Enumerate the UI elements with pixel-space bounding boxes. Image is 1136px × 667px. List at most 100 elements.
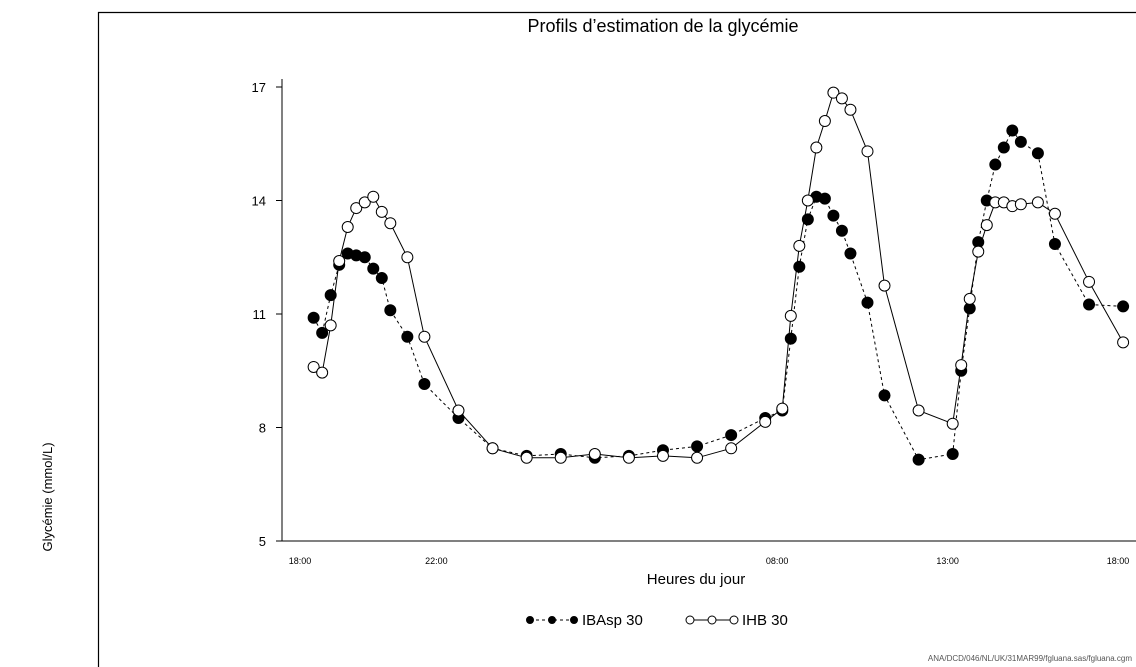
data-point (793, 260, 806, 273)
data-point (1083, 298, 1096, 311)
data-point (691, 451, 704, 464)
data-point (401, 330, 414, 343)
legend-marker (548, 616, 556, 624)
data-point (827, 209, 840, 222)
data-point (844, 247, 857, 260)
data-point (307, 360, 320, 373)
data-point (878, 279, 891, 292)
x-tick-label: 08:00 (766, 556, 789, 566)
data-point (725, 429, 738, 442)
data-point (818, 115, 831, 128)
data-point (554, 451, 567, 464)
data-point (384, 217, 397, 230)
data-point (324, 319, 337, 332)
data-point (989, 158, 1002, 171)
data-point (622, 451, 635, 464)
data-point (588, 447, 601, 460)
data-point (418, 377, 431, 390)
legend: IBAsp 30 IHB 30 (526, 612, 788, 629)
data-point (375, 205, 388, 218)
y-axis-label: Glycémie (mmol/L) (40, 442, 55, 551)
legend-item: IBAsp 30 (526, 612, 643, 629)
footnote: ANA/DCD/046/NL/UK/31MAR99/fgluana.sas/fg… (928, 654, 1132, 663)
x-axis-ticks: 18:00 22:00 08:00 13:00 18:00 (289, 556, 1130, 566)
data-point (784, 309, 797, 322)
data-point (912, 453, 925, 466)
series-ibasp-30 (307, 124, 1130, 466)
data-point (725, 442, 738, 455)
y-tick-label: 11 (253, 307, 267, 322)
y-axis-ticks: 5 8 11 14 17 (252, 80, 282, 549)
data-point (350, 202, 363, 215)
data-point (972, 245, 985, 258)
x-axis-label: Heures du jour (647, 571, 745, 588)
data-point (1031, 147, 1044, 160)
data-point (316, 326, 329, 339)
data-point (1048, 238, 1061, 251)
data-point (801, 194, 814, 207)
data-point (980, 219, 993, 232)
data-point (1014, 135, 1027, 148)
legend-marker (685, 615, 695, 625)
data-point (384, 304, 397, 317)
data-point (793, 239, 806, 252)
x-tick-label: 13:00 (936, 556, 959, 566)
legend-marker (729, 615, 739, 625)
data-point (358, 251, 371, 264)
data-point (316, 366, 329, 379)
data-point (861, 145, 874, 158)
series-layer (307, 86, 1130, 466)
data-point (946, 447, 959, 460)
data-point (452, 404, 465, 417)
data-point (1048, 207, 1061, 220)
data-point (401, 251, 414, 264)
data-point (358, 196, 371, 209)
data-point (367, 262, 380, 275)
data-point (946, 417, 959, 430)
data-point (835, 92, 848, 105)
chart-title: Profils d’estimation de la glycémie (527, 16, 798, 36)
series-line (313, 129, 1124, 461)
legend-marker (707, 615, 717, 625)
data-point (827, 86, 840, 99)
data-point (324, 289, 337, 302)
data-point (656, 449, 669, 462)
data-point (1014, 198, 1027, 211)
x-tick-label: 18:00 (1107, 556, 1130, 566)
y-tick-label: 17 (252, 80, 266, 95)
legend-label: IHB 30 (742, 612, 788, 629)
data-point (810, 141, 823, 154)
data-point (963, 292, 976, 305)
data-point (520, 451, 533, 464)
data-point (912, 404, 925, 417)
data-point (1006, 124, 1019, 137)
data-point (1083, 275, 1096, 288)
data-point (307, 311, 320, 324)
data-point (1117, 336, 1130, 349)
x-tick-label: 22:00 (425, 556, 448, 566)
data-point (844, 103, 857, 116)
data-point (835, 224, 848, 237)
data-point (1117, 300, 1130, 313)
data-point (861, 296, 874, 309)
data-point (418, 330, 431, 343)
legend-marker (570, 616, 578, 624)
data-point (878, 389, 891, 402)
data-point (955, 359, 968, 372)
y-tick-label: 5 (259, 534, 266, 549)
y-tick-label: 8 (259, 421, 266, 436)
y-tick-label: 14 (252, 194, 266, 209)
data-point (691, 440, 704, 453)
data-point (486, 442, 499, 455)
data-point (759, 415, 772, 428)
data-point (367, 190, 380, 203)
x-tick-label: 18:00 (289, 556, 312, 566)
legend-item: IHB 30 (685, 612, 788, 629)
data-point (333, 255, 346, 268)
data-point (818, 192, 831, 205)
legend-marker (526, 616, 534, 624)
data-point (341, 220, 354, 233)
data-point (784, 332, 797, 345)
series-ihb-30 (307, 86, 1130, 464)
